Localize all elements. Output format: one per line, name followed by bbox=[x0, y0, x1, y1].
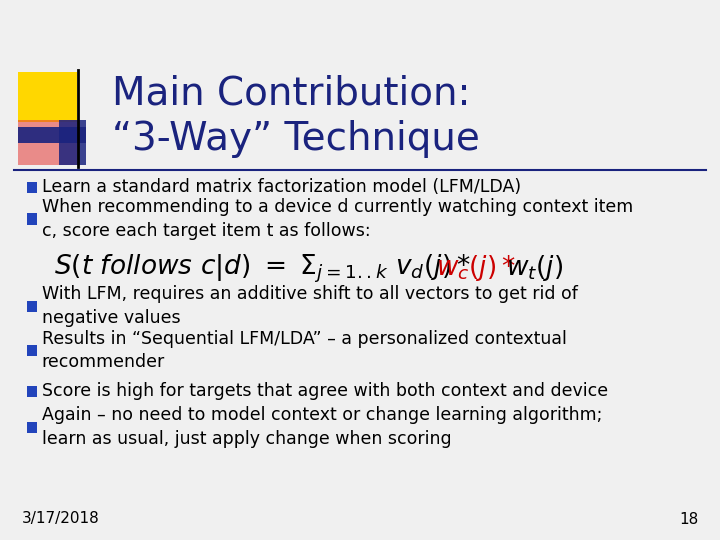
Text: 3/17/2018: 3/17/2018 bbox=[22, 511, 99, 526]
Text: Learn a standard matrix factorization model (LFM/LDA): Learn a standard matrix factorization mo… bbox=[42, 178, 521, 197]
Bar bbox=[18, 72, 77, 122]
Text: $w_t(j)$: $w_t(j)$ bbox=[506, 253, 563, 284]
Bar bbox=[18, 120, 77, 165]
Bar bbox=[27, 182, 37, 193]
Text: With LFM, requires an additive shift to all vectors to get rid of
negative value: With LFM, requires an additive shift to … bbox=[42, 285, 577, 327]
Text: When recommending to a device d currently watching context item
c, score each ta: When recommending to a device d currentl… bbox=[42, 198, 633, 240]
Bar bbox=[18, 127, 86, 143]
Text: Main Contribution:: Main Contribution: bbox=[112, 75, 470, 112]
Text: $S(t\ follows\ c|d)\ =\ \Sigma_{j=1..k}\ v_d(j)*$: $S(t\ follows\ c|d)\ =\ \Sigma_{j=1..k}\… bbox=[54, 252, 471, 285]
Bar bbox=[27, 213, 37, 225]
Bar bbox=[27, 301, 37, 312]
Text: Results in “Sequential LFM/LDA” – a personalized contextual
recommender: Results in “Sequential LFM/LDA” – a pers… bbox=[42, 329, 567, 372]
Text: “3-Way” Technique: “3-Way” Technique bbox=[112, 120, 480, 158]
Bar bbox=[59, 120, 86, 165]
Text: Score is high for targets that agree with both context and device: Score is high for targets that agree wit… bbox=[42, 382, 608, 401]
Bar bbox=[27, 345, 37, 356]
Text: 18: 18 bbox=[679, 511, 698, 526]
Bar bbox=[27, 386, 37, 397]
Bar bbox=[27, 422, 37, 433]
Text: Again – no need to model context or change learning algorithm;
learn as usual, j: Again – no need to model context or chan… bbox=[42, 406, 602, 448]
Text: $w_c(j)*$: $w_c(j)*$ bbox=[436, 253, 516, 284]
